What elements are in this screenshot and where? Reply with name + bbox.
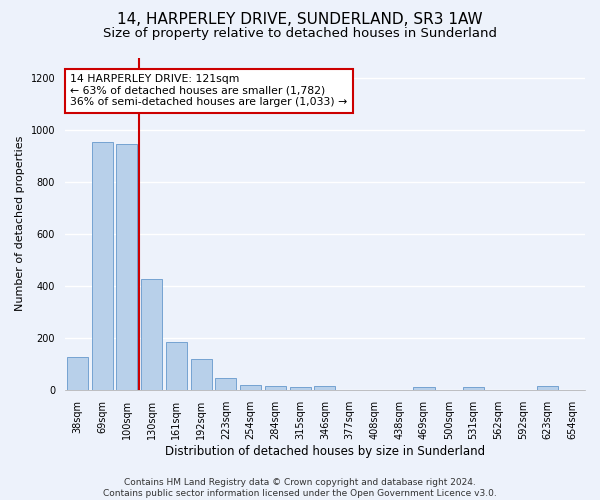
Bar — [314, 386, 335, 390]
Text: 14 HARPERLEY DRIVE: 121sqm
← 63% of detached houses are smaller (1,782)
36% of s: 14 HARPERLEY DRIVE: 121sqm ← 63% of deta… — [70, 74, 347, 108]
Bar — [166, 342, 187, 390]
Bar — [538, 386, 559, 390]
Bar — [191, 358, 212, 390]
Bar — [413, 388, 434, 390]
Text: 14, HARPERLEY DRIVE, SUNDERLAND, SR3 1AW: 14, HARPERLEY DRIVE, SUNDERLAND, SR3 1AW — [117, 12, 483, 28]
Bar — [67, 358, 88, 390]
Bar — [463, 388, 484, 390]
Text: Size of property relative to detached houses in Sunderland: Size of property relative to detached ho… — [103, 28, 497, 40]
Y-axis label: Number of detached properties: Number of detached properties — [15, 136, 25, 312]
Bar — [215, 378, 236, 390]
Bar — [141, 280, 162, 390]
Text: Contains HM Land Registry data © Crown copyright and database right 2024.
Contai: Contains HM Land Registry data © Crown c… — [103, 478, 497, 498]
Bar — [116, 144, 137, 390]
Bar — [290, 388, 311, 390]
Bar — [92, 142, 113, 390]
Bar — [265, 386, 286, 390]
Bar — [240, 384, 261, 390]
X-axis label: Distribution of detached houses by size in Sunderland: Distribution of detached houses by size … — [165, 444, 485, 458]
